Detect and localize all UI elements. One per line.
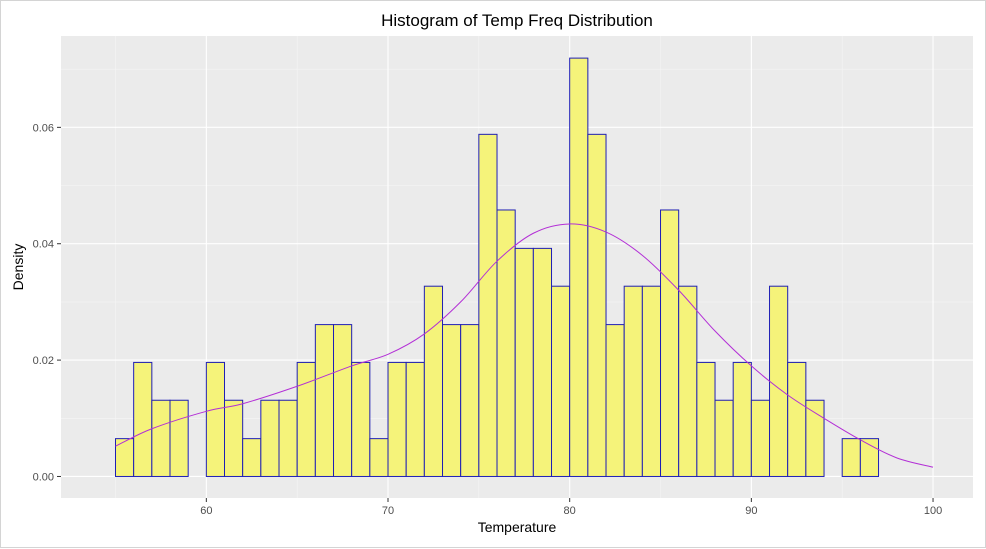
histogram-bar bbox=[623, 285, 643, 477]
x-tick-label: 100 bbox=[924, 505, 942, 517]
histogram-bar bbox=[423, 285, 444, 477]
histogram-bar bbox=[714, 399, 734, 477]
histogram-bar bbox=[333, 324, 353, 477]
histogram-bar bbox=[387, 361, 407, 477]
histogram-bar bbox=[278, 399, 298, 477]
histogram-bar bbox=[442, 324, 462, 477]
histogram-bar bbox=[732, 361, 752, 477]
x-axis-ticks: 60 70 80 90 100 bbox=[200, 498, 942, 517]
histogram-bars bbox=[115, 57, 880, 477]
histogram-bar bbox=[532, 247, 553, 477]
y-tick-label: 0.04 bbox=[33, 239, 54, 251]
histogram-bar bbox=[151, 399, 171, 477]
histogram-bar bbox=[805, 399, 825, 477]
y-tick-label: 0.02 bbox=[33, 355, 54, 367]
histogram-bar bbox=[514, 247, 534, 477]
histogram-bar bbox=[859, 438, 880, 477]
histogram-bar bbox=[242, 438, 262, 477]
histogram-bar bbox=[296, 361, 316, 477]
histogram-bar bbox=[496, 209, 516, 477]
y-tick-label: 0.06 bbox=[33, 122, 54, 134]
histogram-bar bbox=[787, 361, 807, 477]
histogram-bar bbox=[224, 399, 244, 477]
y-axis-ticks: 0.00 0.02 0.04 0.06 bbox=[33, 122, 61, 483]
histogram-bar bbox=[569, 57, 589, 477]
histogram-bar bbox=[696, 361, 716, 477]
histogram-bar bbox=[587, 133, 607, 477]
histogram-bar bbox=[260, 399, 280, 477]
histogram-bar bbox=[660, 209, 680, 477]
histogram-bar bbox=[750, 399, 771, 477]
histogram-bar bbox=[678, 285, 698, 477]
histogram-bar bbox=[205, 361, 226, 477]
y-tick-label: 0.00 bbox=[33, 471, 54, 483]
x-tick-label: 60 bbox=[200, 505, 212, 517]
histogram-bar bbox=[605, 324, 625, 477]
x-tick-label: 80 bbox=[564, 505, 576, 517]
x-tick-label: 90 bbox=[745, 505, 757, 517]
chart-title: Histogram of Temp Freq Distribution bbox=[381, 11, 653, 30]
histogram-bar bbox=[369, 438, 389, 477]
x-tick-label: 70 bbox=[382, 505, 394, 517]
density-curve bbox=[115, 223, 934, 468]
histogram-bar bbox=[769, 285, 789, 477]
histogram-bar bbox=[841, 438, 861, 477]
histogram-bar bbox=[314, 324, 335, 477]
histogram-bar bbox=[351, 361, 371, 477]
y-axis-title: Density bbox=[10, 244, 26, 291]
histogram-bar bbox=[169, 399, 189, 477]
histogram-bar bbox=[460, 324, 480, 477]
histogram-bar bbox=[551, 285, 571, 477]
x-axis-title: Temperature bbox=[478, 519, 557, 535]
histogram-bar bbox=[478, 133, 498, 477]
histogram-bar bbox=[641, 285, 662, 477]
histogram-bar bbox=[133, 361, 153, 477]
histogram-bar bbox=[405, 361, 425, 477]
